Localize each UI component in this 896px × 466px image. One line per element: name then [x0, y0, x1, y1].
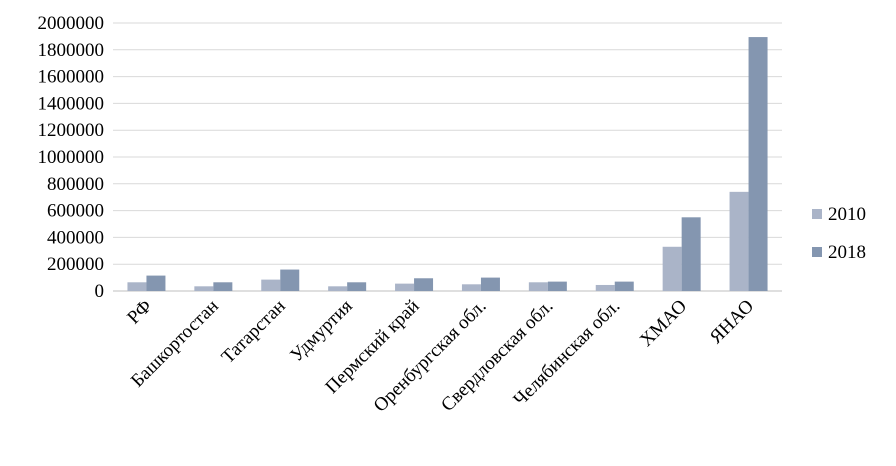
- legend-swatch: [812, 247, 822, 257]
- x-axis-category-labels: РФБашкортостанТатарстанУдмуртияПермский …: [123, 296, 758, 417]
- bar-2018: [213, 282, 233, 291]
- bar-2018: [414, 278, 434, 291]
- bar-2018: [280, 269, 300, 291]
- y-tick-label: 0: [95, 281, 105, 302]
- x-category-label: Татарстан: [218, 296, 290, 368]
- bar-2018: [614, 281, 634, 291]
- bar-2010: [729, 191, 749, 291]
- y-tick-label: 2000000: [38, 13, 105, 34]
- bar-2010: [127, 282, 147, 291]
- y-tick-label: 1600000: [38, 67, 105, 88]
- bar-2010: [395, 283, 415, 291]
- y-tick-label: 1200000: [38, 120, 105, 141]
- x-category-label: ХМАО: [636, 296, 691, 351]
- y-tick-label: 200000: [47, 254, 104, 275]
- bar-2018: [146, 275, 166, 291]
- y-tick-label: 600000: [47, 201, 104, 222]
- legend-label: 2018: [828, 242, 866, 263]
- y-axis-tick-labels: 0 200000 400000 600000 800000 1000000 1200000 1…: [38, 13, 105, 302]
- bar-2010: [461, 284, 481, 291]
- bar-2010: [595, 284, 615, 291]
- bar-2018: [681, 217, 701, 291]
- bar-2018: [347, 282, 367, 291]
- y-tick-label: 400000: [47, 227, 104, 248]
- gridlines: [113, 22, 782, 292]
- bar-2010: [528, 282, 548, 291]
- bar-2018: [748, 37, 768, 291]
- bar-2018: [480, 277, 500, 291]
- x-category-label: РФ: [123, 296, 156, 329]
- y-tick-label: 1800000: [38, 40, 105, 61]
- x-category-label: Удмуртия: [286, 296, 356, 366]
- bar-2010: [261, 279, 281, 291]
- legend: 2010 2018: [812, 204, 866, 263]
- y-tick-label: 1400000: [38, 93, 105, 114]
- bar-2010: [194, 286, 214, 291]
- legend-swatch: [812, 209, 822, 219]
- x-category-label: ЯНАО: [706, 296, 758, 348]
- bars: [127, 37, 768, 291]
- bar-2010: [328, 286, 348, 291]
- x-category-label: Свердловская обл.: [437, 296, 557, 416]
- x-category-label: Оренбургская обл.: [370, 296, 491, 417]
- y-tick-label: 1000000: [38, 147, 105, 168]
- bar-2018: [547, 281, 567, 291]
- bar-2010: [662, 246, 682, 291]
- y-tick-label: 800000: [47, 174, 104, 195]
- legend-label: 2010: [828, 204, 866, 225]
